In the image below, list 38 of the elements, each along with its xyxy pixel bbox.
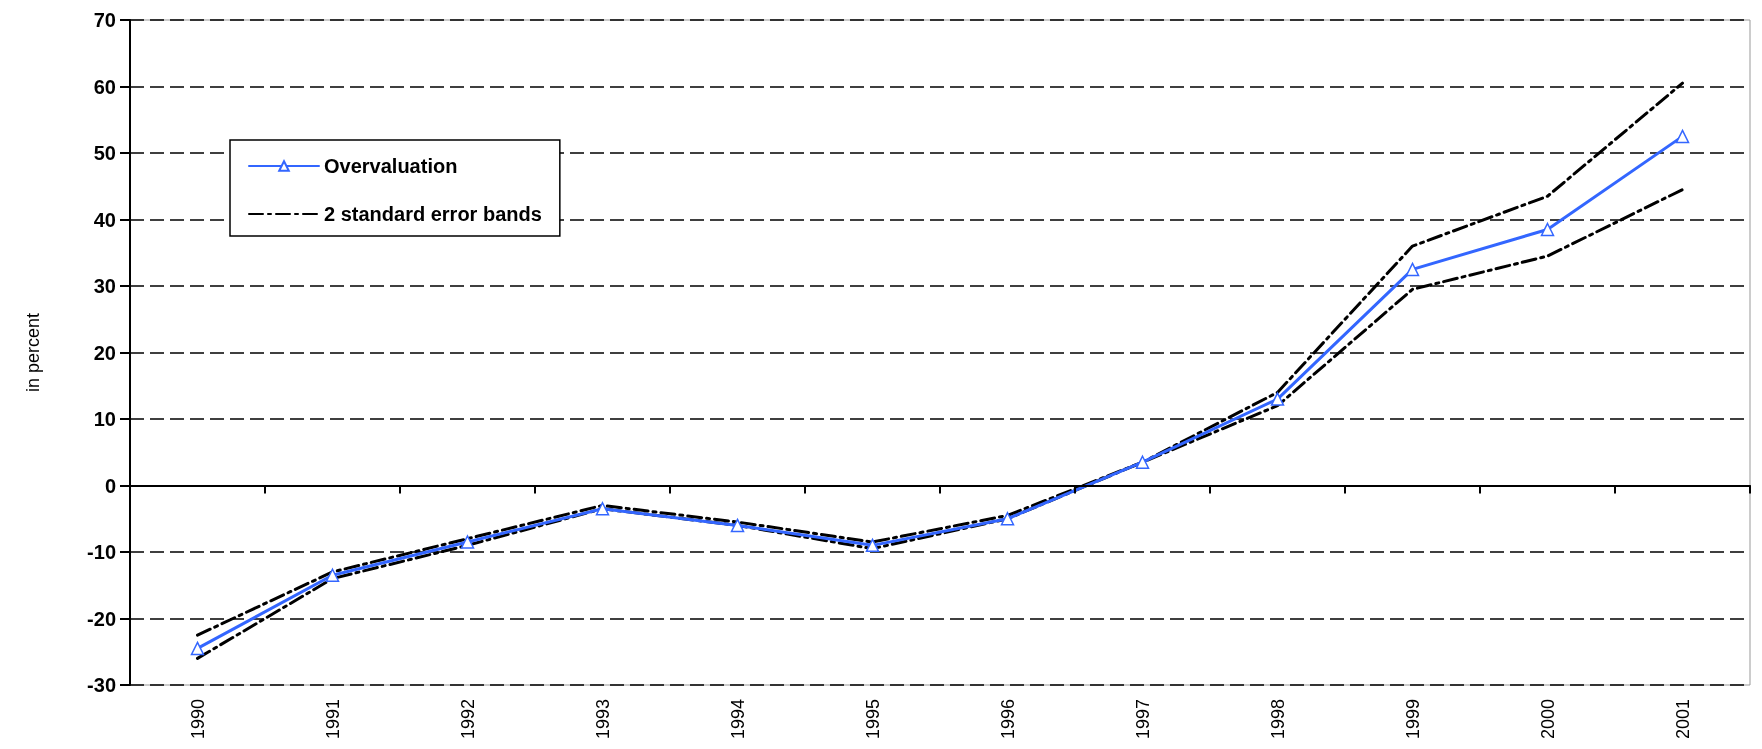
point [1675,129,1690,144]
y-tick-label: 70 [93,9,116,31]
x-tick-label: 2000 [1537,699,1558,740]
x-tick-label: 1998 [1267,699,1288,740]
point [1000,512,1015,526]
x-tick-label: 1996 [997,699,1018,740]
x-tick-label: 1995 [862,699,883,740]
point [1540,222,1555,237]
y-tick-label: 30 [93,275,116,297]
x-tick-label: 1992 [457,699,478,740]
x-tick-label: 1990 [187,699,208,740]
point [1270,392,1285,406]
point [865,538,880,553]
y-tick-label: 50 [93,142,116,164]
point [1135,455,1150,469]
y-tick-label: 0 [104,474,116,497]
y-tick-label: 10 [93,408,116,430]
point [730,518,745,533]
point [325,568,340,583]
legend-label: Overvaluation [324,155,458,177]
point [460,535,475,549]
x-tick-label: 1991 [322,699,343,740]
x-tick-label: 1997 [1132,699,1153,740]
point [190,641,205,656]
y-tick-label: -30 [87,674,116,696]
y-tick-label: -20 [87,607,116,630]
point [595,502,610,516]
y-tick-label: -10 [87,541,116,563]
x-tick-label: 1999 [1402,699,1423,740]
x-tick-label: 1993 [592,699,613,740]
legend-label: 2 standard error bands [324,203,542,225]
y-tick-label: 20 [93,341,116,364]
y-axis-title: in percent [23,312,43,393]
x-tick-label: 1994 [727,699,748,740]
x-tick-label: 2001 [1672,699,1693,740]
point [1405,262,1420,277]
y-tick-label: 60 [93,75,116,98]
y-tick-label: 40 [93,208,116,231]
